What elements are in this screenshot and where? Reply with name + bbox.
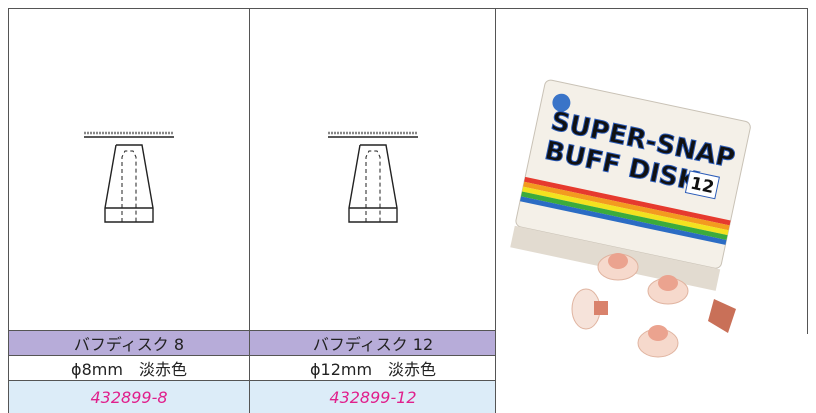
disk-drawing	[84, 131, 174, 223]
drawing-cell	[249, 9, 496, 330]
stripe	[522, 186, 729, 236]
product-spec: ϕ8mm 淡赤色	[8, 356, 249, 380]
product-spec: ϕ12mm 淡赤色	[249, 356, 496, 380]
drawing-line	[104, 144, 154, 223]
border	[8, 355, 496, 356]
disks	[571, 253, 736, 358]
box-text: 12	[689, 174, 716, 198]
border	[8, 8, 808, 9]
disk	[658, 275, 678, 291]
disk	[708, 299, 736, 333]
disk	[608, 253, 628, 269]
photo-cell: SUPER-SNAP BUFF DISK 12	[495, 9, 807, 413]
stripe	[523, 181, 730, 231]
disk-drawing	[328, 131, 418, 223]
drawing-line	[365, 150, 381, 222]
stripe	[521, 191, 728, 241]
product-name: バフディスク 12	[249, 331, 496, 355]
product-name: バフディスク 8	[8, 331, 249, 355]
box-label	[684, 170, 720, 200]
stripe	[524, 176, 731, 226]
drawing-line	[348, 144, 398, 223]
border	[8, 380, 496, 381]
logo	[552, 93, 571, 112]
product-photo: SUPER-SNAP BUFF DISK 12	[510, 79, 751, 358]
product-code: 432899-8	[8, 381, 249, 413]
drawing-cell	[8, 9, 249, 330]
border	[8, 330, 496, 331]
drawing-line	[121, 150, 137, 222]
disk	[594, 301, 608, 315]
disk	[648, 325, 668, 341]
product-code: 432899-12	[249, 381, 496, 413]
stripe	[520, 196, 727, 245]
border	[807, 8, 808, 334]
